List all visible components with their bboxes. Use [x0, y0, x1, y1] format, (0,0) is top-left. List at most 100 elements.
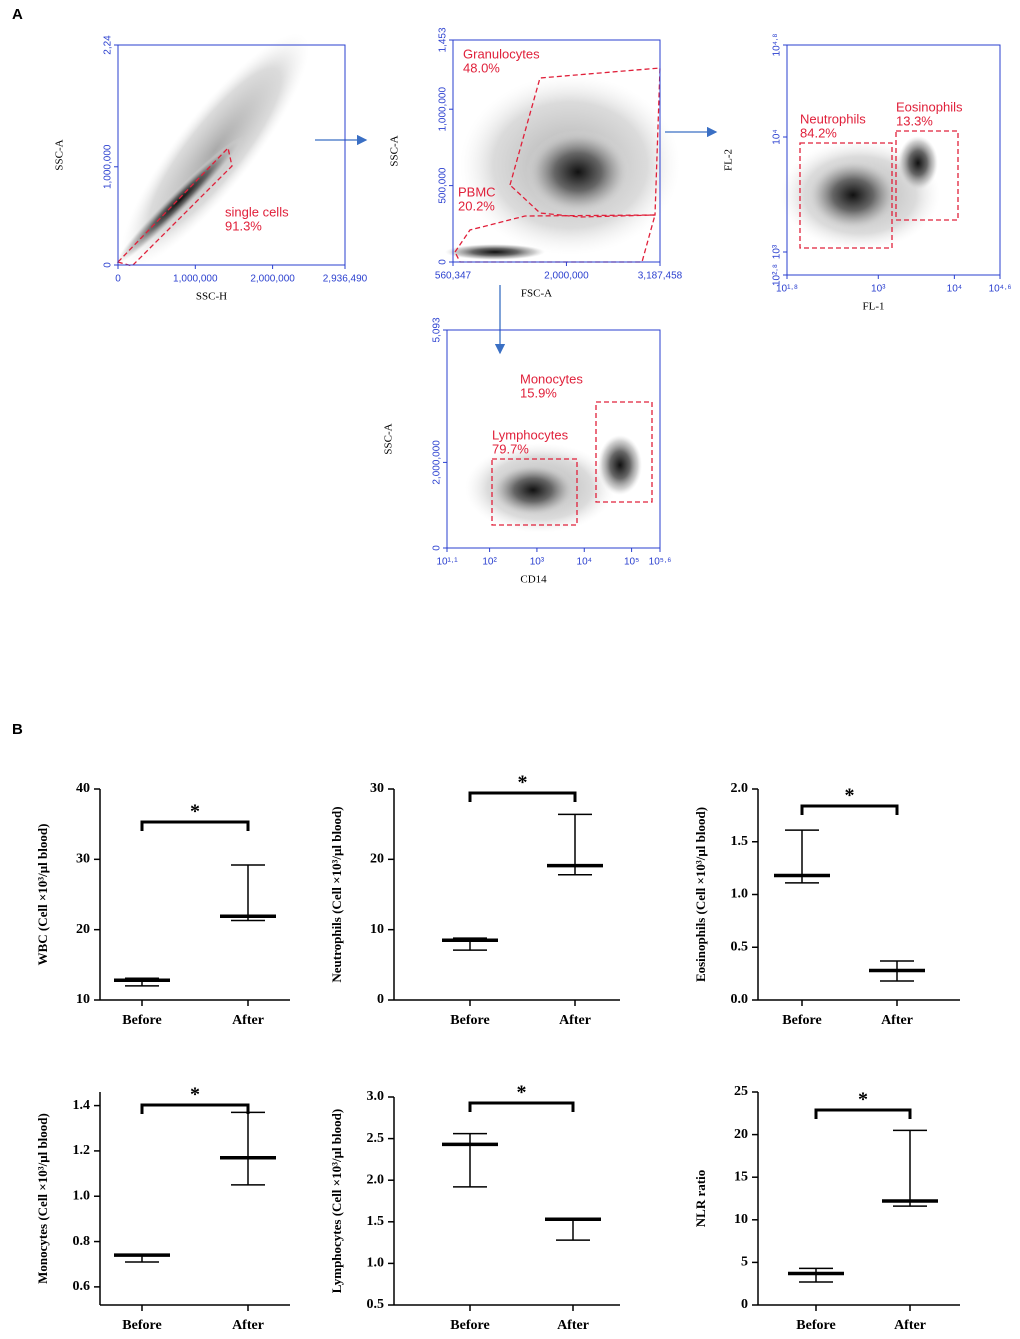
- y-tick-label: 2.0: [367, 1172, 385, 1187]
- gate-percent: 91.3%: [225, 218, 262, 233]
- significance-bracket: [800, 804, 899, 815]
- x-tick-label: After: [232, 1318, 264, 1333]
- x-tick-label: 10⁴·⁶: [989, 284, 1012, 295]
- x-tick-label: 2,000,000: [250, 274, 295, 285]
- y-tick-label: 30: [76, 852, 90, 867]
- significance-bracket: [140, 1103, 250, 1114]
- y-axis-label: SSC-A: [54, 139, 66, 170]
- panel-label: A: [12, 6, 23, 23]
- y-axis-label: Monocytes (Cell ×10³/μl blood): [35, 1113, 50, 1284]
- x-tick-label: After: [881, 1013, 913, 1028]
- y-tick-label: 1,000,000: [438, 87, 449, 132]
- gate-name: Neutrophils: [800, 111, 866, 126]
- x-tick-label: 10⁴: [577, 557, 592, 568]
- gate-name: Monocytes: [520, 371, 583, 386]
- y-tick-label: 1.0: [731, 887, 749, 902]
- y-tick-label: 20: [734, 1127, 748, 1142]
- panel-label: B: [12, 721, 23, 738]
- gate-percent: 15.9%: [520, 385, 557, 400]
- y-tick-label: 1,000,000: [103, 144, 114, 189]
- x-tick-label: Before: [782, 1013, 821, 1028]
- plot-frame: [117, 44, 346, 266]
- y-tick-label: 40: [76, 781, 90, 796]
- plot-frame: [452, 39, 661, 263]
- significance: *: [518, 772, 528, 794]
- y-tick-label: 1.0: [73, 1188, 91, 1203]
- y-tick-label: 10: [370, 922, 384, 937]
- x-tick-label: 10²: [482, 557, 497, 568]
- y-tick-label: 10⁴·⁸: [772, 34, 783, 57]
- x-axis-label: SSC-H: [196, 291, 227, 303]
- y-tick-label: 10: [76, 992, 90, 1007]
- x-tick-label: 1,000,000: [173, 274, 218, 285]
- x-tick-label: Before: [122, 1013, 161, 1028]
- x-tick-label: After: [559, 1013, 591, 1028]
- x-tick-label: 2,936,490: [323, 274, 368, 285]
- y-axis-label: FL-2: [723, 149, 735, 171]
- x-tick-label: Before: [796, 1318, 835, 1333]
- y-axis-label: NLR ratio: [693, 1170, 708, 1227]
- y-tick-label: 0.5: [367, 1297, 385, 1312]
- y-tick-label: 0: [741, 1297, 748, 1312]
- y-tick-label: 2,000,000: [432, 440, 443, 485]
- x-tick-label: 10⁵·⁶: [649, 557, 672, 568]
- y-tick-label: 0: [377, 992, 384, 1007]
- plot-frame: [446, 329, 661, 549]
- x-tick-label: 10³: [530, 557, 545, 568]
- x-axis-label: CD14: [520, 574, 547, 586]
- y-axis-label: SSC-A: [389, 135, 401, 166]
- y-tick-label: 20: [76, 922, 90, 937]
- y-tick-label: 5,093: [432, 317, 443, 342]
- y-tick-label: 10: [734, 1212, 748, 1227]
- y-tick-label: 0.8: [73, 1234, 91, 1249]
- significance: *: [190, 801, 200, 823]
- x-tick-label: 10⁴: [947, 284, 962, 295]
- x-tick-label: 3,187,458: [638, 271, 683, 282]
- y-tick-label: 10³: [772, 244, 783, 259]
- y-tick-label: 10⁴: [772, 129, 783, 144]
- y-tick-label: 1,453: [438, 27, 449, 52]
- gate-name: PBMC: [458, 184, 496, 199]
- y-tick-label: 0: [103, 262, 114, 268]
- arrows: [315, 126, 718, 355]
- y-tick-label: 2.0: [731, 781, 749, 796]
- y-tick-label: 1.0: [367, 1256, 385, 1271]
- x-tick-label: 10¹·¹: [436, 557, 458, 568]
- x-axis-label: FL-1: [863, 301, 885, 313]
- plot-frame: [786, 44, 1001, 276]
- x-tick-label: Before: [450, 1318, 489, 1333]
- significance: *: [517, 1082, 527, 1104]
- significance: *: [845, 785, 855, 807]
- gate-name: Granulocytes: [463, 46, 540, 61]
- y-tick-label: 0.6: [73, 1279, 91, 1294]
- x-tick-label: After: [232, 1013, 264, 1028]
- y-axis-label: Lymphocytes (Cell ×10³/μl blood): [329, 1109, 344, 1293]
- gate-percent: 48.0%: [463, 60, 500, 75]
- significance-bracket: [468, 791, 577, 802]
- x-tick-label: 10³: [871, 284, 886, 295]
- gate-percent: 79.7%: [492, 441, 529, 456]
- y-axis-label: SSC-A: [383, 423, 395, 454]
- y-tick-label: 500,000: [438, 167, 449, 204]
- y-tick-label: 1.4: [73, 1098, 91, 1113]
- significance-bracket: [814, 1108, 912, 1119]
- y-tick-label: 20: [370, 852, 384, 867]
- y-axis-label: Neutrophils (Cell ×10³/μl blood): [329, 806, 344, 982]
- gate-name: Lymphocytes: [492, 427, 569, 442]
- y-tick-label: 1.2: [73, 1143, 91, 1158]
- significance-bracket: [140, 820, 250, 831]
- y-tick-label: 0.0: [731, 992, 749, 1007]
- y-tick-label: 25: [734, 1084, 748, 1099]
- gate-name: Eosinophils: [896, 99, 963, 114]
- x-tick-label: After: [894, 1318, 926, 1333]
- x-tick-label: 2,000,000: [544, 271, 589, 282]
- y-tick-label: 10²·⁸: [772, 264, 783, 286]
- significance: *: [858, 1089, 868, 1111]
- y-axis-label: Eosinophils (Cell ×10³/μl blood): [693, 807, 708, 982]
- y-tick-label: 30: [370, 781, 384, 796]
- y-axis-label: WBC (Cell ×10³/μl blood): [35, 824, 50, 966]
- x-axis-label: FSC-A: [521, 288, 552, 300]
- y-tick-label: 1.5: [367, 1214, 385, 1229]
- gate-percent: 13.3%: [896, 113, 933, 128]
